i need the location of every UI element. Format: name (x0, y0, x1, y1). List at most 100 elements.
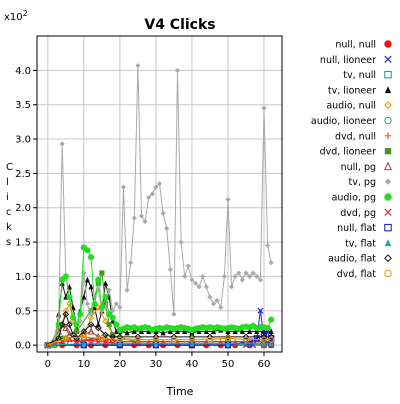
legend-marker (384, 178, 392, 185)
data-point (66, 300, 73, 308)
data-point (88, 308, 94, 314)
data-point (95, 321, 101, 328)
data-point (170, 336, 178, 343)
data-point (131, 215, 137, 221)
data-point (84, 276, 91, 283)
legend-item: dvd, flat (337, 269, 392, 280)
y-tick-label: 1.5 (15, 238, 31, 249)
y-tick-label: 3.0 (15, 135, 31, 146)
data-point (264, 242, 271, 249)
data-point (246, 328, 253, 334)
legend-marker (384, 40, 392, 48)
data-point (58, 321, 66, 328)
x-tick-label: 60 (258, 359, 271, 370)
legend-item: dvd, null (335, 131, 392, 142)
data-point (182, 273, 188, 280)
data-point (95, 287, 101, 293)
data-point (99, 308, 105, 314)
data-point (156, 181, 163, 187)
legend-marker (384, 86, 392, 94)
data-point (257, 307, 264, 314)
data-point (124, 329, 130, 336)
data-point (160, 210, 166, 216)
series-dvd-flat (44, 333, 275, 349)
data-point (131, 328, 137, 334)
data-point (66, 321, 73, 328)
y-tick-label: 2.5 (15, 169, 31, 180)
data-point (62, 273, 69, 280)
data-point (261, 105, 267, 111)
data-point (261, 340, 267, 347)
series-line (47, 343, 272, 346)
data-point (102, 301, 109, 307)
data-point (153, 340, 159, 347)
legend-label: null, lioneer (320, 55, 376, 66)
data-point (88, 311, 94, 317)
data-point (196, 328, 202, 334)
legend-label: tv, pg (349, 177, 376, 188)
legend-marker (384, 208, 392, 216)
legend-item: audio, flat (328, 254, 392, 265)
data-point (225, 340, 231, 347)
data-point (203, 328, 209, 334)
data-point (188, 336, 196, 343)
legend-item: tv, null (343, 70, 392, 81)
legend-marker (384, 161, 392, 171)
data-point (81, 293, 87, 300)
data-point (98, 304, 105, 311)
legend-marker (384, 101, 392, 110)
data-point (236, 270, 242, 276)
data-point (56, 315, 62, 321)
data-point (243, 270, 249, 276)
legend-marker (384, 132, 392, 139)
data-point (77, 311, 84, 318)
legend: null, null null, lioneer tv, null tv, lione… (311, 40, 392, 280)
legend-marker (384, 70, 392, 79)
y-tick-label: 1.0 (15, 272, 31, 283)
data-point (268, 328, 274, 334)
legend-item: audio, pg (332, 193, 392, 204)
data-point (264, 324, 271, 332)
data-point (167, 328, 173, 334)
legend-marker (384, 147, 392, 155)
data-point (200, 273, 206, 280)
data-point (124, 287, 130, 293)
data-point (239, 277, 245, 283)
data-point (55, 321, 62, 328)
y-multiplier: x102 (4, 9, 28, 23)
data-point (174, 67, 181, 73)
data-point (117, 340, 123, 347)
series-audio-flat (44, 310, 275, 349)
data-point (138, 328, 145, 334)
axes: 0 10 20 30 40 50 60 0.0 0.5 1.0 1.5 2.0 2.5 3.0 3.5 4.0 (15, 35, 283, 370)
data-point (268, 260, 274, 266)
x-tick-label: 30 (150, 359, 163, 370)
legend-marker (384, 193, 392, 201)
data-point (73, 321, 80, 328)
legend-item: dvd, lioneer (320, 147, 392, 158)
data-point (152, 336, 159, 343)
data-point (59, 141, 65, 147)
data-point (102, 317, 109, 325)
data-point (95, 276, 102, 283)
legend-label: null, flat (337, 223, 376, 234)
legend-item: tv, pg (349, 177, 392, 188)
y-tick-label: 0.5 (15, 306, 31, 317)
data-point (149, 191, 155, 197)
legend-label: dvd, flat (337, 269, 377, 280)
x-tick-label: 0 (45, 359, 51, 370)
data-point (142, 218, 148, 225)
data-point (134, 336, 141, 343)
legend-item: audio, null (326, 101, 392, 112)
data-point (113, 301, 119, 307)
data-point (221, 273, 227, 280)
legend-label: audio, flat (328, 254, 376, 265)
data-point (109, 314, 116, 321)
legend-marker (384, 116, 392, 125)
data-point (62, 323, 70, 332)
plot-area (36, 35, 283, 353)
data-point (192, 280, 199, 286)
series-tv-pg (45, 62, 274, 348)
